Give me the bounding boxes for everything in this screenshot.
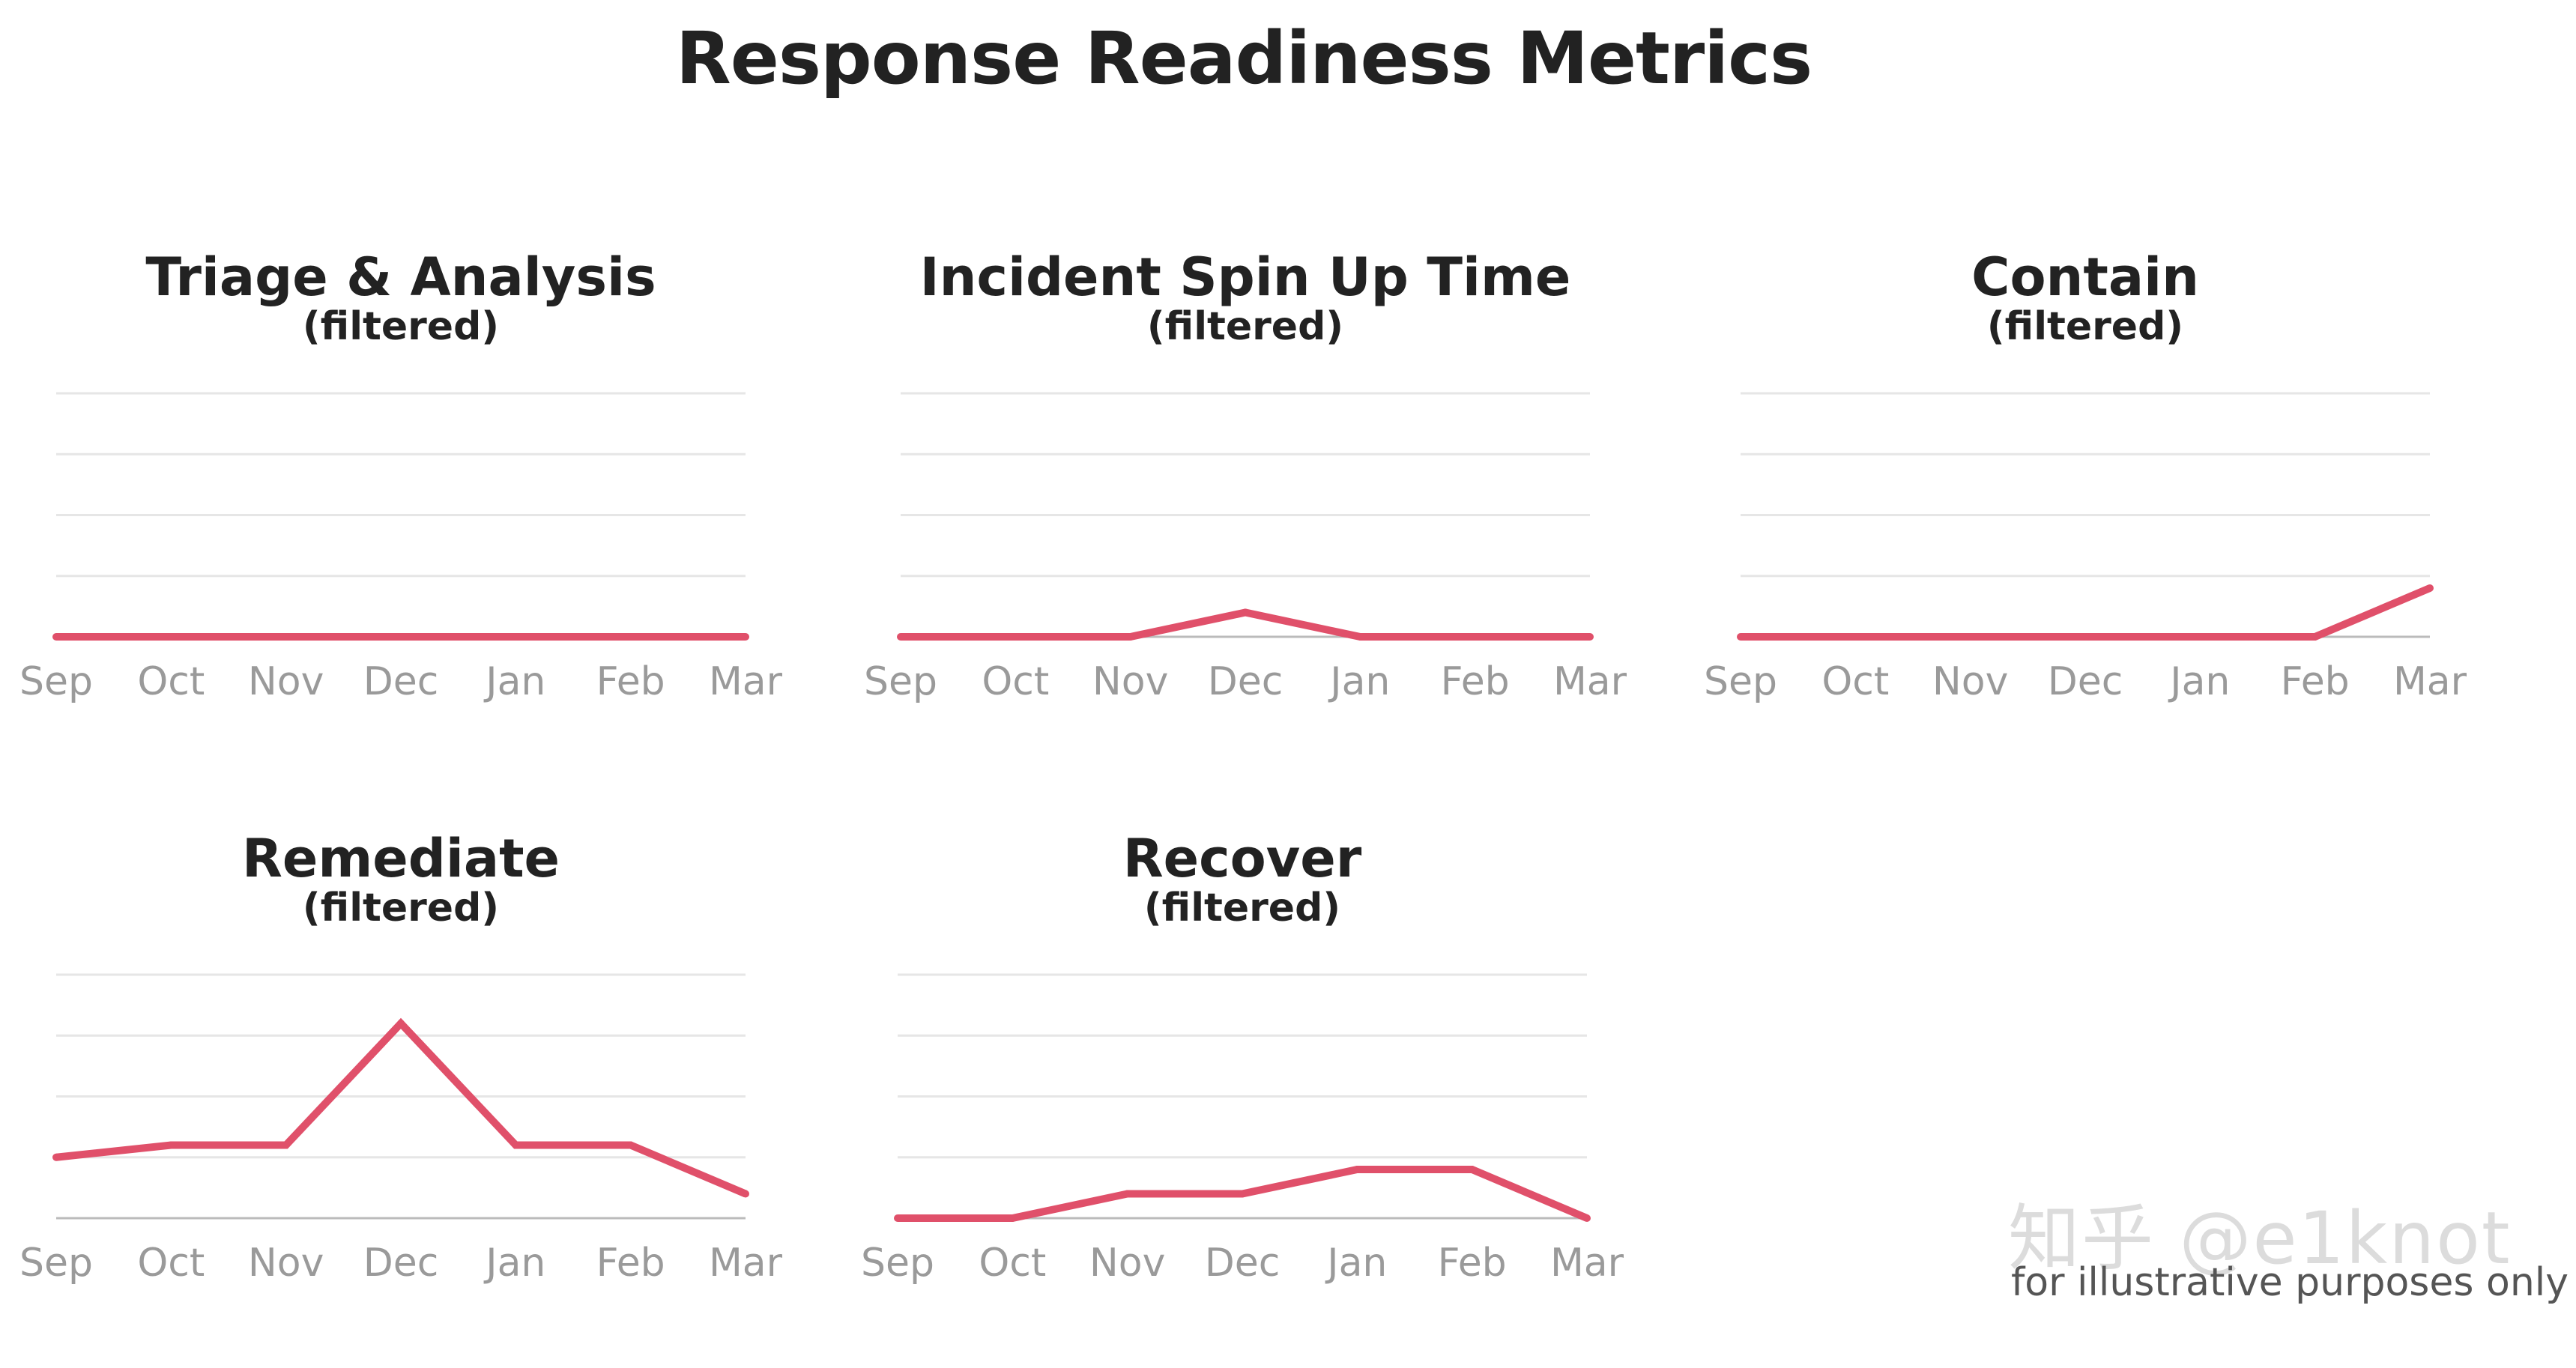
data-point [1009, 1214, 1017, 1222]
x-tick-label: Mar [1550, 1241, 1624, 1286]
x-tick-label: Oct [979, 1241, 1046, 1286]
data-point [167, 1141, 175, 1149]
data-point [1356, 633, 1364, 641]
chart-title: Remediate [241, 828, 560, 889]
series-line [1741, 584, 2431, 641]
data-point [742, 633, 749, 641]
x-tick-label: Nov [1932, 659, 2009, 704]
x-tick-label: Sep [1704, 659, 1777, 704]
watermark-text: 知乎 @e1knot [2008, 1196, 2512, 1280]
chart-subtitle: (filtered) [302, 886, 500, 930]
x-tick-label: Oct [137, 1241, 205, 1286]
x-tick-label: Jan [483, 659, 545, 704]
data-point [1468, 1166, 1476, 1173]
data-point [1012, 633, 1020, 641]
x-tick-label: Mar [2393, 659, 2467, 704]
x-tick-label: Mar [709, 659, 783, 704]
line-chart: Sep Oct Nov Dec Jan Feb Mar [19, 392, 783, 704]
chart-panel-recover: Recover (filtered) Sep Oct Nov Dec Jan Feb Mar [860, 829, 1624, 1368]
chart-title: Incident Spin Up Time [919, 246, 1571, 308]
x-tick-label: Jan [483, 1241, 545, 1286]
data-point [1471, 633, 1479, 641]
x-tick-label: Sep [864, 659, 937, 704]
data-point [397, 633, 405, 641]
x-tick-label: Oct [1821, 659, 1889, 704]
chart-panel-triage-analysis: Triage & Analysis (filtered) Sep Oct Nov De… [19, 247, 783, 787]
data-point [626, 633, 635, 641]
x-tick-label: Dec [1208, 659, 1284, 704]
x-tick-label: Dec [2048, 659, 2123, 704]
page-title: Response Readiness Metrics [675, 16, 1812, 100]
x-tick-label: Nov [248, 659, 324, 704]
data-point [2426, 584, 2434, 592]
chart-subtitle: (filtered) [302, 304, 500, 349]
data-point [1126, 633, 1134, 641]
x-tick-label: Sep [861, 1241, 934, 1286]
x-tick-label: Sep [19, 1241, 93, 1286]
x-tick-label: Sep [19, 659, 93, 704]
chart-title: Contain [1971, 246, 2199, 308]
x-tick-label: Feb [1441, 659, 1510, 704]
x-tick-label: Jan [2168, 659, 2230, 704]
x-tick-label: Dec [1205, 1241, 1281, 1286]
data-point [282, 1141, 290, 1149]
data-point [2196, 633, 2204, 641]
data-point [1851, 633, 1860, 641]
x-tick-label: Feb [2281, 659, 2350, 704]
data-point [1123, 1190, 1131, 1198]
chart-panel-incident-spin-up-time: Incident Spin Up Time (filtered) Sep Oct N… [863, 247, 1627, 787]
chart-title: Triage & Analysis [145, 246, 656, 308]
data-point [1586, 633, 1594, 641]
x-tick-label: Jan [1325, 1241, 1387, 1286]
data-point [52, 1153, 60, 1161]
data-point [2081, 633, 2089, 641]
x-tick-label: Dec [363, 659, 439, 704]
data-point [1353, 1166, 1361, 1173]
data-point [1737, 633, 1744, 641]
chart-panel-contain: Contain (filtered) Sep Oct Nov Dec Jan Feb Mar [1703, 247, 2467, 787]
data-point [512, 633, 520, 641]
data-point [897, 633, 904, 641]
data-point [1239, 1190, 1246, 1198]
x-tick-label: Oct [982, 659, 1049, 704]
x-tick-label: Nov [248, 1241, 324, 1286]
data-point [1966, 633, 1974, 641]
data-point [894, 1214, 901, 1222]
data-point [1583, 1214, 1591, 1222]
data-point [2311, 633, 2319, 641]
x-tick-label: Jan [1328, 659, 1390, 704]
line-chart: Sep Oct Nov Dec Jan Feb Mar [19, 973, 783, 1286]
chart-subtitle: (filtered) [1986, 304, 2184, 349]
data-point [1242, 608, 1249, 617]
x-tick-label: Nov [1089, 1241, 1166, 1286]
data-point [512, 1141, 520, 1149]
data-point [52, 633, 60, 641]
x-tick-label: Feb [596, 659, 665, 704]
footnote: for illustrative purposes only [2010, 1260, 2569, 1305]
data-point [397, 1020, 405, 1027]
x-tick-label: Oct [137, 659, 205, 704]
x-tick-label: Mar [709, 1241, 783, 1286]
line-chart: Sep Oct Nov Dec Jan Feb Mar [861, 973, 1624, 1286]
chart-subtitle: (filtered) [1143, 886, 1341, 930]
data-point [742, 1190, 749, 1198]
data-point [282, 633, 290, 641]
chart-title: Recover [1122, 828, 1362, 889]
x-tick-label: Feb [596, 1241, 665, 1286]
chart-subtitle: (filtered) [1146, 304, 1344, 349]
x-tick-label: Nov [1092, 659, 1169, 704]
x-tick-label: Mar [1553, 659, 1627, 704]
data-point [626, 1141, 635, 1149]
x-tick-label: Feb [1438, 1241, 1507, 1286]
chart-panel-remediate: Remediate (filtered) Sep Oct Nov Dec Jan Feb M… [19, 829, 783, 1368]
data-point [167, 633, 175, 641]
line-chart: Sep Oct Nov Dec Jan Feb Mar [1704, 392, 2467, 704]
line-chart: Sep Oct Nov Dec Jan Feb Mar [864, 392, 1627, 704]
x-tick-label: Dec [363, 1241, 439, 1286]
series-line [55, 1017, 747, 1198]
